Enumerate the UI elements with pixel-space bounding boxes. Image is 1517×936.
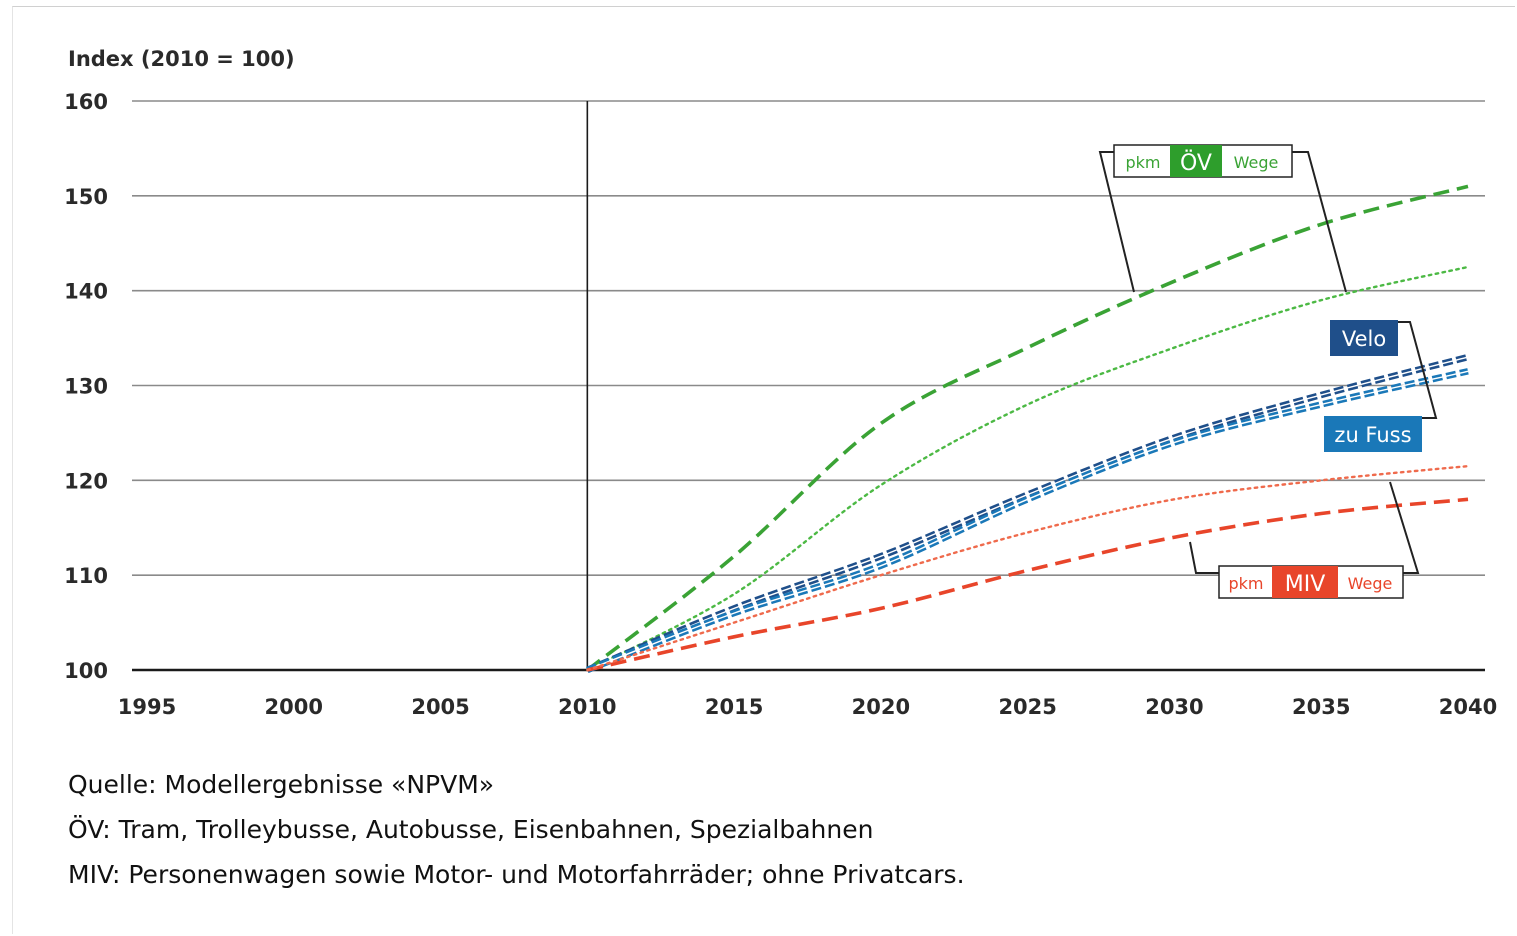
y-tick-120: 120 xyxy=(64,469,108,493)
y-tick-140: 140 xyxy=(64,280,108,304)
x-tick-2005: 2005 xyxy=(411,695,469,719)
miv-definition-note: MIV: Personenwagen sowie Motor- und Moto… xyxy=(68,860,965,889)
legend-velo-bracket xyxy=(1398,321,1438,419)
legend-miv-wege: Wege xyxy=(1348,574,1393,593)
series-line-5 xyxy=(586,464,1470,672)
legend-miv: pkm MIV Wege xyxy=(1189,481,1420,599)
y-tick-labels: 100 110 120 130 140 150 160 xyxy=(64,90,108,683)
grid-lines xyxy=(132,100,1485,672)
series-line-2 xyxy=(586,353,1469,673)
y-tick-130: 130 xyxy=(64,375,108,399)
chart-frame xyxy=(12,6,1515,934)
x-tick-2030: 2030 xyxy=(1145,695,1203,719)
x-tick-2010: 2010 xyxy=(558,695,616,719)
legend-miv-pkm: pkm xyxy=(1228,574,1263,593)
legend-ov: pkm ÖV Wege xyxy=(1098,144,1347,293)
legend-ov-pkm: pkm xyxy=(1125,153,1160,172)
legend-ov-bracket-right xyxy=(1292,151,1347,293)
series-line-4 xyxy=(586,497,1469,672)
y-tick-160: 160 xyxy=(64,90,108,114)
x-tick-2040: 2040 xyxy=(1439,695,1497,719)
legend-miv-bracket xyxy=(1189,541,1220,574)
legend-ov-bracket xyxy=(1098,151,1135,293)
legend-zufuss-label: zu Fuss xyxy=(1334,423,1411,447)
legend-velo-label: Velo xyxy=(1342,327,1386,351)
x-tick-1995: 1995 xyxy=(118,695,176,719)
x-tick-2020: 2020 xyxy=(852,695,910,719)
series-line-3-inner xyxy=(587,370,1469,671)
x-tick-labels: 1995 2000 2005 2010 2015 2020 2025 2030 2035 2040 xyxy=(118,695,1497,719)
series-line-1 xyxy=(586,265,1470,672)
series-line-2-inner xyxy=(587,356,1469,671)
x-tick-2025: 2025 xyxy=(998,695,1056,719)
legend-miv-bracket-right xyxy=(1389,481,1420,574)
series-line-0 xyxy=(586,184,1469,672)
series-lines xyxy=(586,184,1470,674)
x-tick-2000: 2000 xyxy=(265,695,323,719)
source-note: Quelle: Modellergebnisse «NPVM» xyxy=(68,770,495,799)
line-chart: 100 110 120 130 140 150 160 1995 2000 2005 2010 20… xyxy=(64,47,1497,719)
x-tick-2015: 2015 xyxy=(705,695,763,719)
y-tick-150: 150 xyxy=(64,185,108,209)
ov-definition-note: ÖV: Tram, Trolleybusse, Autobusse, Eisen… xyxy=(68,815,874,844)
y-tick-110: 110 xyxy=(64,564,108,588)
legend-ov-label: ÖV xyxy=(1180,150,1212,176)
x-tick-2035: 2035 xyxy=(1292,695,1350,719)
y-axis-label: Index (2010 = 100) xyxy=(68,47,295,71)
y-tick-100: 100 xyxy=(64,659,108,683)
legend-ov-wege: Wege xyxy=(1234,153,1279,172)
legend-velo-fuss: Velo zu Fuss xyxy=(1324,320,1438,452)
chart-notes: Quelle: Modellergebnisse «NPVM» ÖV: Tram… xyxy=(68,762,965,897)
legend-miv-label: MIV xyxy=(1285,572,1326,597)
